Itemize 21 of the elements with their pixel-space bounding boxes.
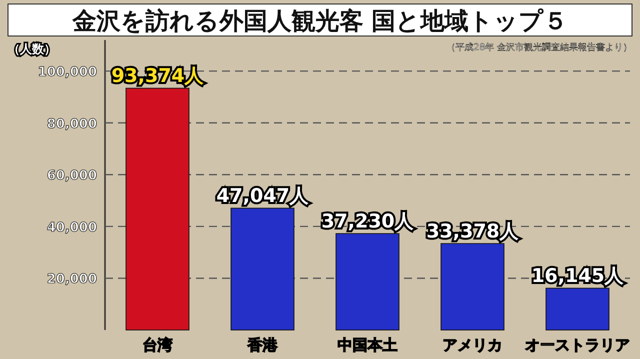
y-axis-title: （人数） xyxy=(8,42,56,56)
x-tick-label: 台湾 xyxy=(142,336,172,354)
y-tick-label: 40,000 xyxy=(46,220,97,236)
annotation: （平成28年 金沢市観光調査結果報告書より） xyxy=(446,42,632,53)
bar xyxy=(440,243,504,330)
x-tick-label: アメリカ xyxy=(442,336,502,354)
y-tick-label: 60,000 xyxy=(46,168,97,184)
y-tick-label: 20,000 xyxy=(46,272,97,288)
bar xyxy=(336,233,400,330)
x-tick-label: オーストラリア xyxy=(525,336,630,354)
data-label: 93,374人 xyxy=(111,65,205,88)
data-label: 33,378人 xyxy=(426,220,520,243)
bar xyxy=(546,288,610,330)
x-tick-label: 香港 xyxy=(246,336,278,354)
bar xyxy=(230,208,294,330)
y-tick-label: 100,000 xyxy=(38,65,97,80)
x-tick-label: 中国本土 xyxy=(338,336,398,354)
chart-title: 金沢を訪れる外国人観光客 国と地域トップ５ xyxy=(71,7,568,35)
bar xyxy=(126,88,190,330)
y-tick-label: 80,000 xyxy=(46,116,97,132)
data-label: 47,047人 xyxy=(216,185,310,208)
